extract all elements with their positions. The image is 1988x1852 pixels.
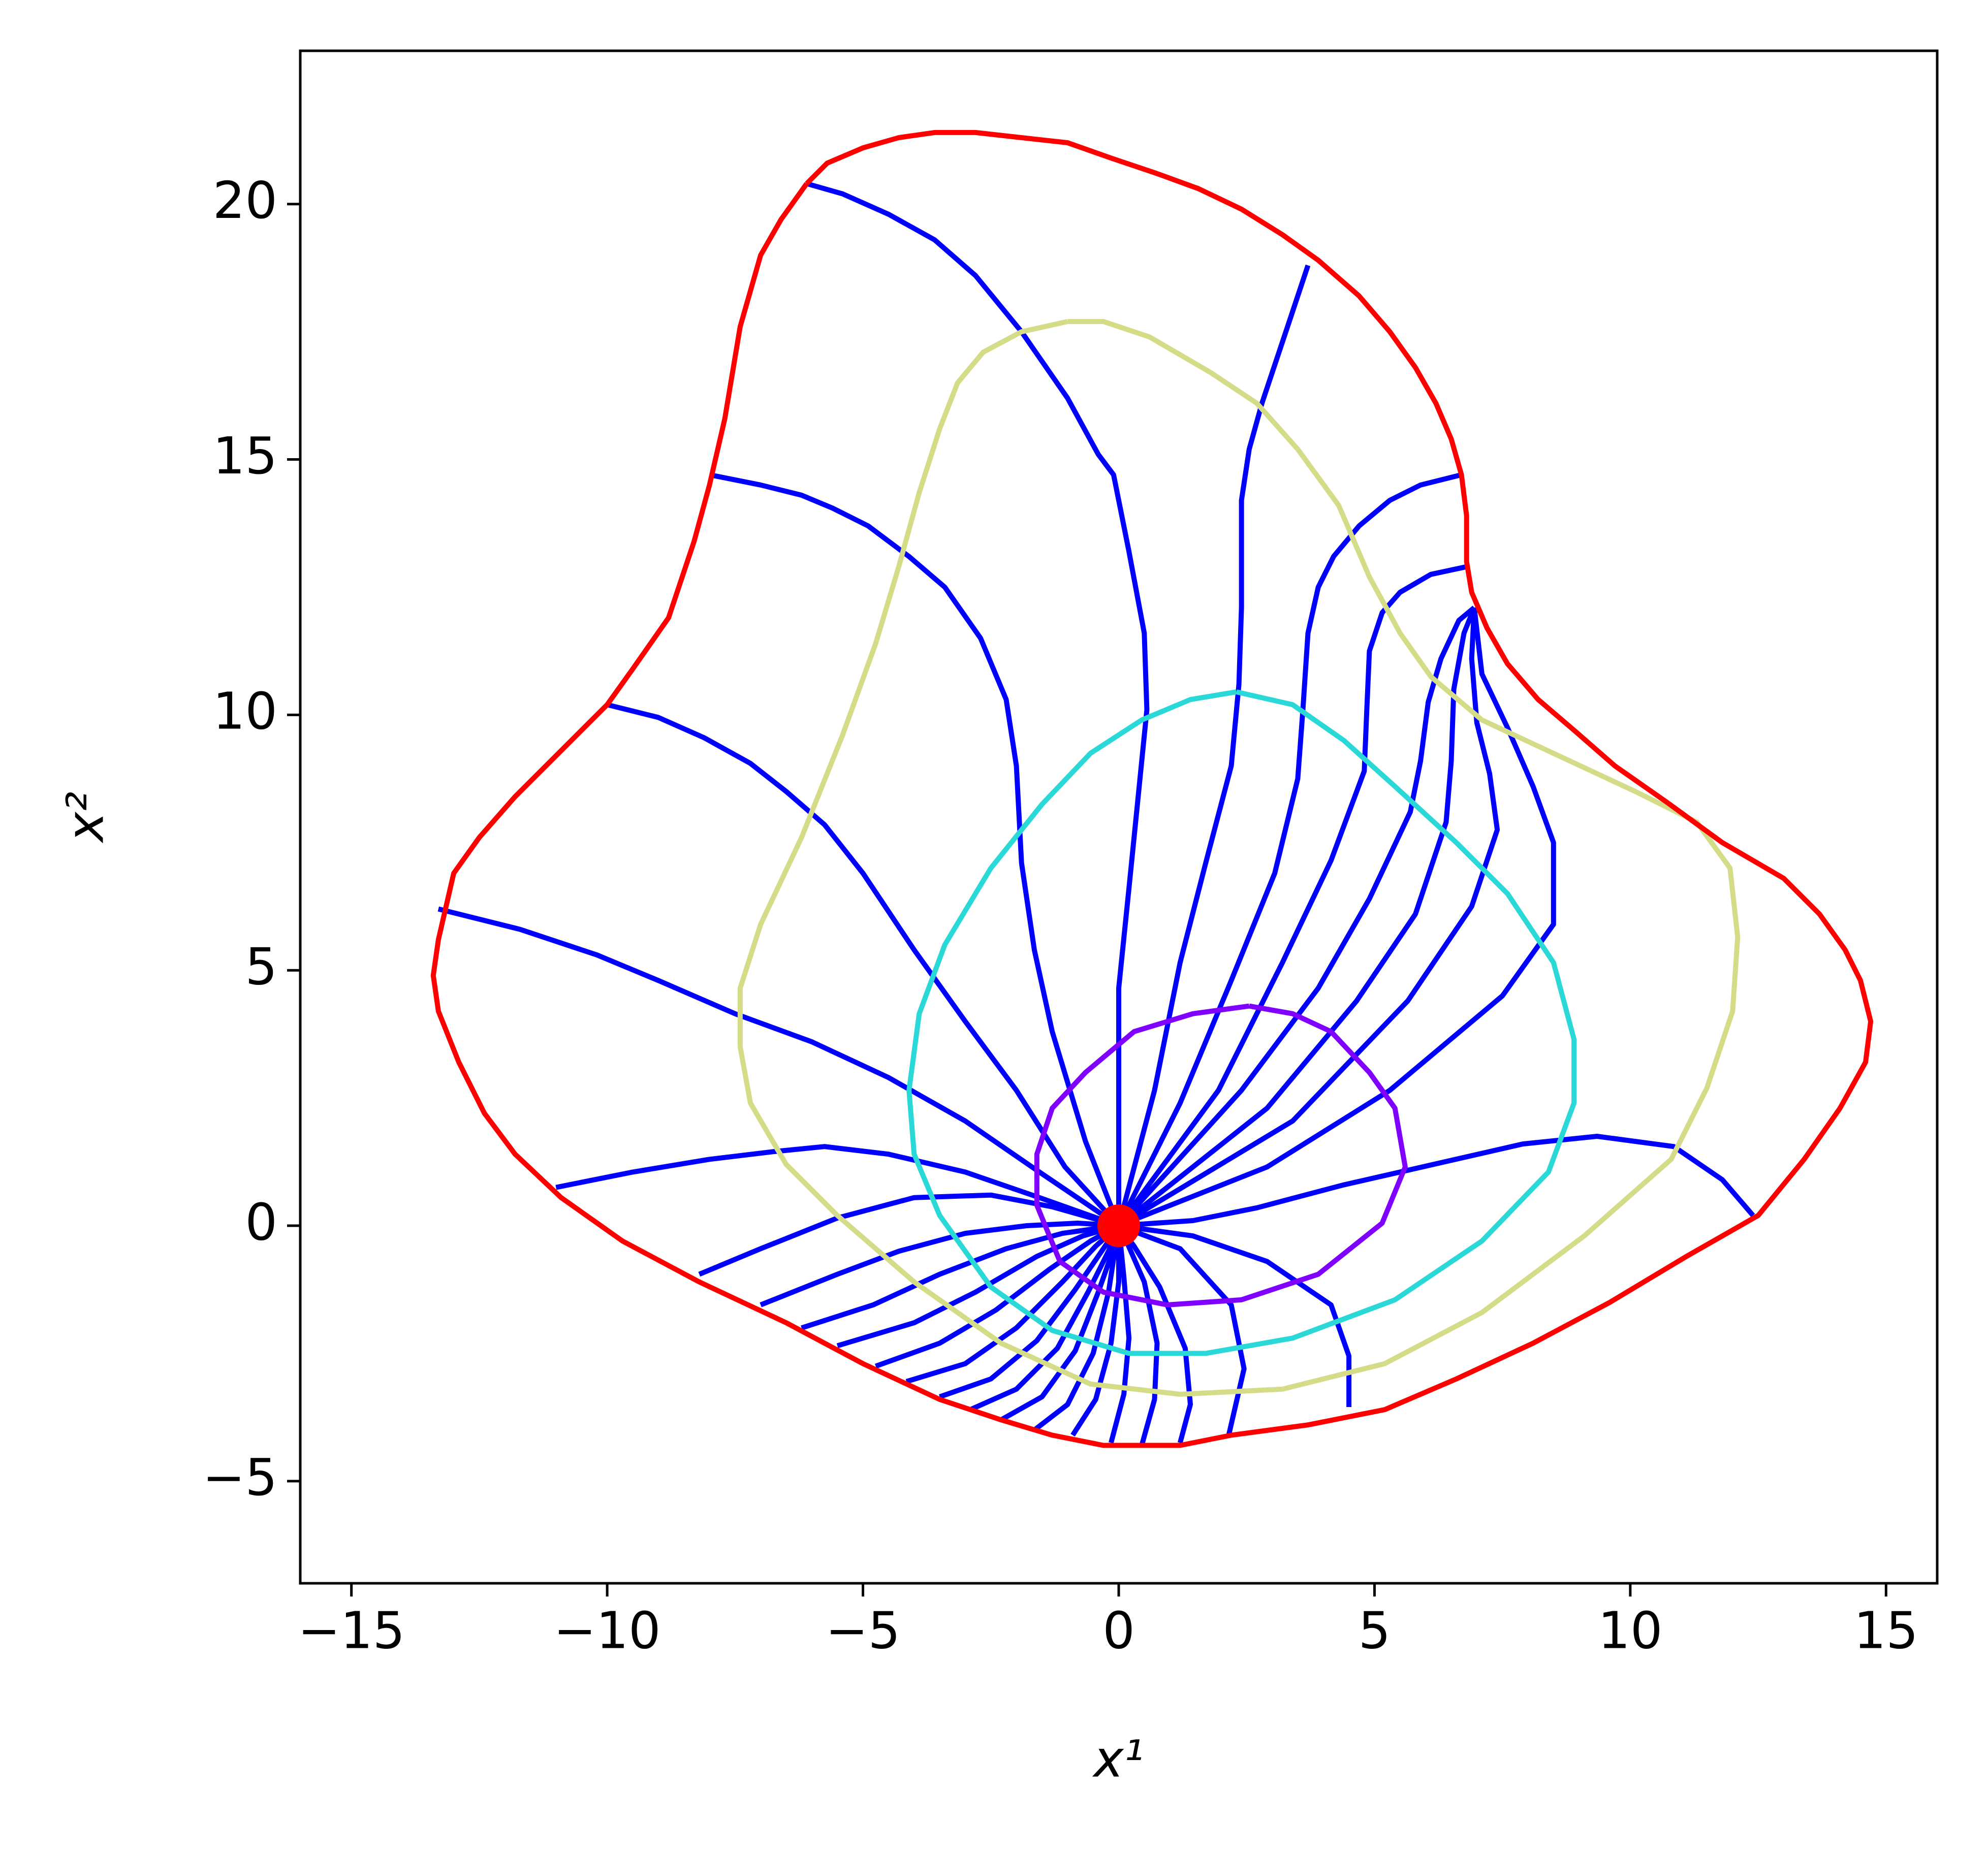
curve — [875, 1223, 1120, 1369]
x-tick-label: 0 — [1102, 1601, 1135, 1660]
curve — [1032, 1225, 1121, 1432]
x-tick-label: 10 — [1598, 1601, 1662, 1660]
curve — [1117, 607, 1500, 1228]
curve — [760, 1221, 1119, 1307]
curve — [698, 1192, 1120, 1277]
curve — [906, 689, 1577, 1356]
y-tick-label: 10 — [213, 682, 277, 741]
y-tick-label: 20 — [213, 171, 277, 230]
x-axis-label: x¹ — [1092, 1729, 1144, 1789]
curve — [709, 472, 1121, 1227]
curve — [1117, 605, 1476, 1228]
x-tick-label: −5 — [826, 1601, 900, 1660]
x-tick-label: 5 — [1359, 1601, 1391, 1660]
curve — [1118, 607, 1556, 1228]
plot-area — [430, 130, 1874, 1448]
curve — [836, 1223, 1120, 1349]
curve — [806, 181, 1150, 1226]
curve — [606, 702, 1121, 1228]
curve — [1118, 1223, 1247, 1436]
y-tick-label: −5 — [203, 1448, 277, 1507]
curve — [969, 1225, 1121, 1412]
x-tick-label: −10 — [554, 1601, 661, 1660]
curve — [1118, 1134, 1755, 1228]
curve — [1116, 472, 1462, 1227]
x-tick-label: −15 — [298, 1601, 405, 1660]
curve — [1070, 1226, 1121, 1437]
curve — [1034, 1003, 1408, 1307]
curve — [938, 1224, 1121, 1399]
curve — [1116, 264, 1311, 1227]
x-tick-label: 15 — [1854, 1601, 1918, 1660]
curve — [437, 906, 1120, 1228]
y-tick-label: 15 — [213, 426, 277, 486]
curve — [1117, 606, 1477, 1228]
y-tick-label: 5 — [245, 937, 277, 997]
curve — [1116, 564, 1467, 1227]
curve — [555, 1144, 1120, 1228]
curve — [430, 130, 1874, 1448]
y-tick-label: 0 — [245, 1192, 277, 1252]
curve — [1109, 1225, 1132, 1444]
curve — [905, 1224, 1121, 1384]
curve — [737, 319, 1741, 1397]
y-axis-label: x² — [55, 791, 115, 843]
point — [1097, 1204, 1140, 1248]
